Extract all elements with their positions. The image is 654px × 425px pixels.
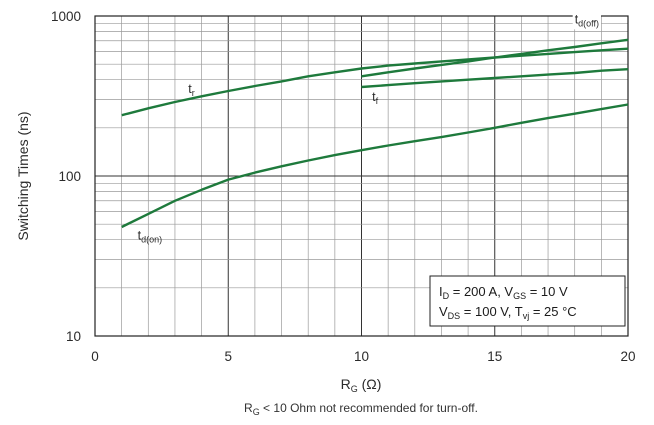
y-tick-labels: 10 100 1000 [51, 9, 81, 344]
x-axis-title-main: R [341, 376, 351, 392]
series-line-3 [361, 68, 629, 89]
footnote: RG < 10 Ohm not recommended for turn-off… [244, 401, 478, 417]
x-tick-label: 5 [224, 349, 232, 364]
y-axis-title: Switching Times (ns) [15, 111, 31, 240]
y-tick-label: 100 [58, 169, 81, 184]
series-labels: tr td(on) td(off) tf [138, 11, 602, 245]
x-axis-title: RG (Ω) [341, 376, 382, 394]
conditions-box: ID = 200 A, VGS = 10 V VDS = 100 V, Tvj … [429, 275, 626, 327]
conditions-line-1: ID = 200 A, VGS = 10 V [439, 284, 568, 301]
series-line-1 [121, 103, 629, 229]
y-tick-label: 10 [66, 329, 81, 344]
series-lines [121, 38, 629, 229]
plot-frame [94, 15, 629, 337]
x-tick-label: 0 [91, 349, 99, 364]
x-tick-labels: 0 5 10 15 20 [91, 349, 635, 364]
series-label-bg [572, 11, 602, 30]
x-axis-title-unit: (Ω) [358, 376, 382, 392]
x-tick-label: 10 [354, 349, 369, 364]
conditions-line-2: VDS = 100 V, Tvj = 25 °C [439, 304, 577, 321]
series-label-1: td(on) [138, 229, 163, 245]
series-line-0 [121, 47, 629, 117]
x-tick-label: 20 [620, 349, 635, 364]
series-label-0: tr [188, 82, 194, 98]
x-axis-title-sub: G [351, 384, 358, 394]
x-tick-label: 15 [487, 349, 502, 364]
y-tick-label: 1000 [51, 9, 81, 24]
series-label-2: td(off) [575, 12, 599, 28]
series-line-2 [361, 38, 629, 78]
series-label-3: tf [372, 90, 378, 106]
